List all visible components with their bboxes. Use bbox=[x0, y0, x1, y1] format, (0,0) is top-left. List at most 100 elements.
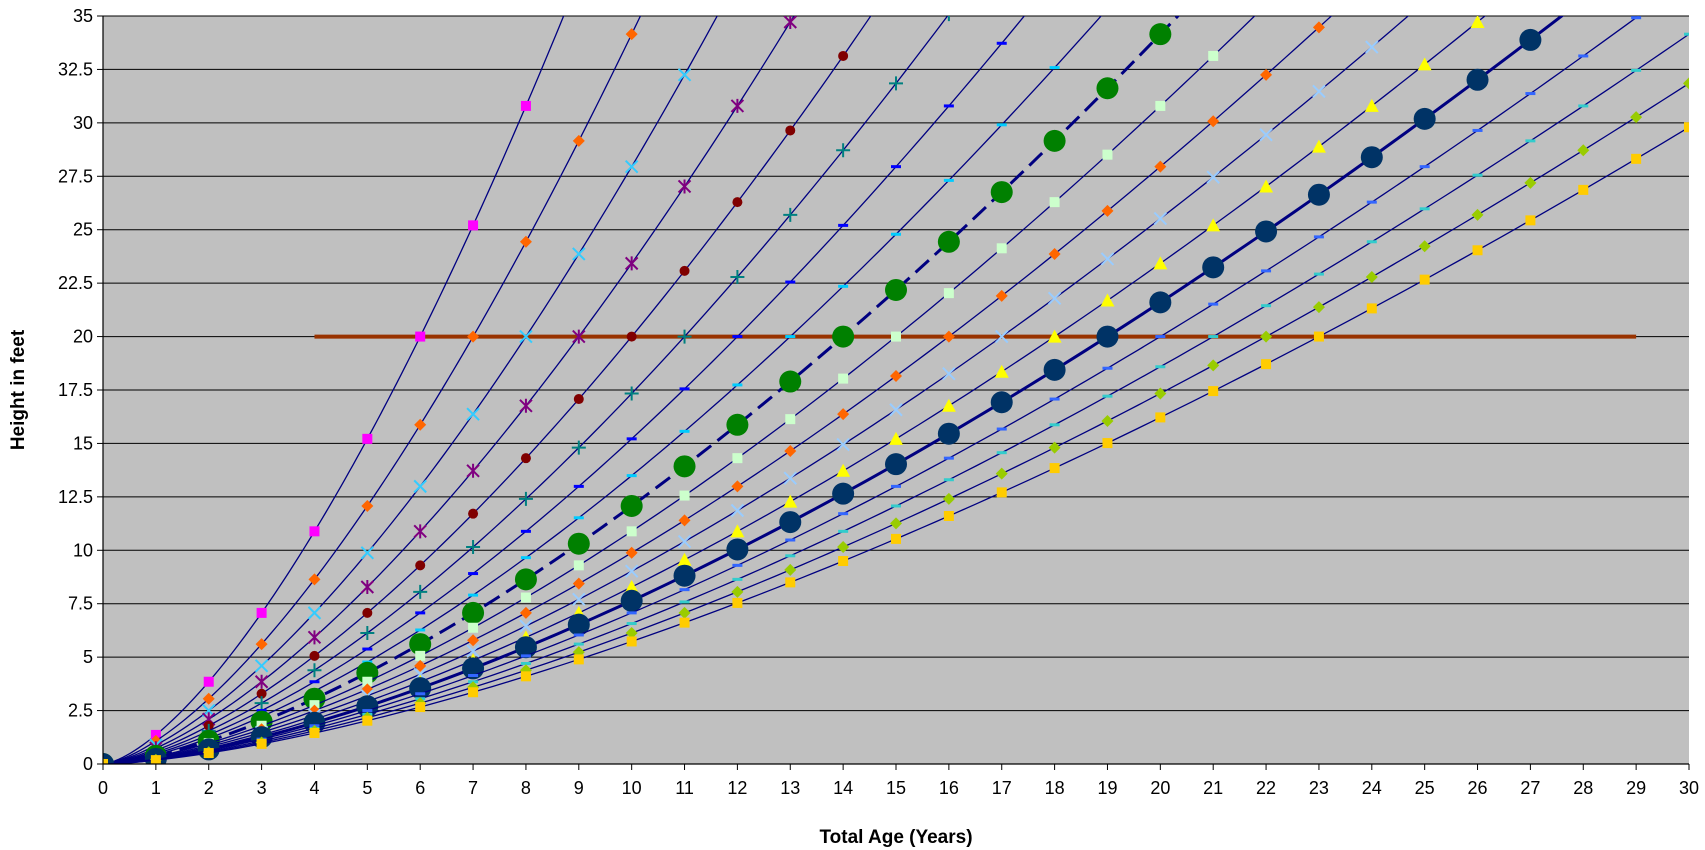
data-point bbox=[1096, 77, 1119, 100]
x-tick-label: 28 bbox=[1573, 778, 1593, 798]
data-point bbox=[203, 748, 214, 759]
x-tick-label: 9 bbox=[574, 778, 584, 798]
data-point bbox=[1149, 23, 1172, 46]
data-point bbox=[832, 482, 855, 505]
data-point bbox=[996, 427, 1007, 431]
data-point bbox=[626, 622, 637, 626]
data-point bbox=[468, 622, 479, 633]
data-point bbox=[467, 634, 480, 647]
data-point bbox=[520, 100, 531, 111]
data-point bbox=[1470, 16, 1485, 28]
data-point bbox=[626, 331, 637, 342]
data-point bbox=[943, 288, 954, 299]
x-tick-label: 2 bbox=[204, 778, 214, 798]
data-point bbox=[838, 284, 849, 288]
data-point bbox=[572, 329, 586, 344]
data-point bbox=[1155, 412, 1166, 423]
data-point bbox=[677, 329, 692, 344]
data-point bbox=[673, 455, 696, 478]
data-point bbox=[466, 407, 480, 421]
data-point bbox=[1472, 245, 1483, 256]
data-point bbox=[307, 606, 322, 620]
data-point bbox=[890, 370, 902, 383]
data-point bbox=[620, 494, 643, 517]
x-tick-label: 18 bbox=[1045, 778, 1065, 798]
data-point bbox=[1049, 397, 1060, 401]
data-point bbox=[468, 687, 479, 698]
data-point bbox=[1208, 50, 1219, 61]
data-point bbox=[1049, 463, 1060, 474]
data-point bbox=[891, 484, 901, 488]
data-point bbox=[413, 479, 427, 494]
x-tick-label: 10 bbox=[622, 778, 642, 798]
data-point bbox=[1149, 291, 1172, 314]
data-point bbox=[990, 391, 1013, 414]
x-tick-label: 27 bbox=[1520, 778, 1540, 798]
data-point bbox=[1102, 366, 1113, 370]
data-point bbox=[1202, 256, 1225, 279]
data-point bbox=[1048, 247, 1061, 260]
y-tick-label: 30 bbox=[73, 113, 93, 133]
y-tick-label: 17.5 bbox=[58, 380, 93, 400]
data-point bbox=[995, 467, 1008, 480]
x-tick-label: 16 bbox=[939, 778, 959, 798]
data-point bbox=[785, 125, 796, 136]
data-point bbox=[937, 230, 960, 253]
data-point bbox=[785, 554, 796, 558]
data-point bbox=[891, 232, 901, 236]
data-point bbox=[1366, 240, 1377, 244]
x-tick-label: 29 bbox=[1626, 778, 1646, 798]
data-point bbox=[303, 711, 326, 734]
data-point bbox=[308, 573, 321, 586]
data-point bbox=[679, 617, 690, 628]
data-point bbox=[1153, 211, 1168, 226]
data-point bbox=[1525, 92, 1536, 96]
data-point bbox=[783, 471, 797, 485]
data-point bbox=[1261, 359, 1272, 370]
data-point bbox=[203, 676, 214, 687]
data-point bbox=[520, 556, 531, 560]
data-point bbox=[520, 671, 531, 682]
data-point bbox=[414, 418, 427, 431]
data-point bbox=[726, 413, 749, 436]
data-point bbox=[309, 526, 320, 537]
y-tick-label: 10 bbox=[73, 540, 93, 560]
data-point bbox=[256, 607, 267, 618]
data-point bbox=[1102, 149, 1113, 160]
data-point bbox=[732, 563, 743, 567]
y-tick-label: 0 bbox=[83, 754, 93, 774]
data-point bbox=[838, 529, 849, 533]
data-point bbox=[838, 223, 849, 227]
data-point bbox=[520, 453, 531, 464]
data-point bbox=[361, 499, 374, 512]
data-point bbox=[1043, 129, 1066, 152]
series-20 bbox=[103, 16, 1642, 764]
data-point bbox=[1312, 84, 1326, 99]
data-point bbox=[466, 540, 481, 555]
data-point bbox=[468, 593, 479, 597]
data-point bbox=[1206, 170, 1220, 184]
data-point bbox=[943, 456, 954, 460]
x-tick-label: 30 bbox=[1679, 778, 1699, 798]
data-point bbox=[572, 134, 585, 147]
data-point bbox=[1313, 331, 1324, 342]
data-point bbox=[572, 577, 585, 590]
data-point bbox=[1630, 111, 1643, 124]
x-tick-label: 22 bbox=[1256, 778, 1276, 798]
data-point bbox=[307, 630, 322, 645]
data-point bbox=[785, 577, 796, 588]
x-tick-label: 7 bbox=[468, 778, 478, 798]
series-line bbox=[103, 16, 1410, 764]
data-point bbox=[572, 592, 586, 607]
data-point bbox=[626, 636, 637, 647]
y-tick-label: 20 bbox=[73, 327, 93, 347]
data-point bbox=[468, 220, 479, 231]
data-point bbox=[1312, 301, 1325, 314]
data-point bbox=[838, 50, 849, 61]
data-point bbox=[679, 588, 690, 592]
data-point bbox=[1206, 218, 1221, 232]
data-point bbox=[1154, 160, 1167, 173]
data-point bbox=[303, 687, 326, 710]
data-point bbox=[1471, 208, 1484, 221]
data-point bbox=[625, 28, 638, 41]
